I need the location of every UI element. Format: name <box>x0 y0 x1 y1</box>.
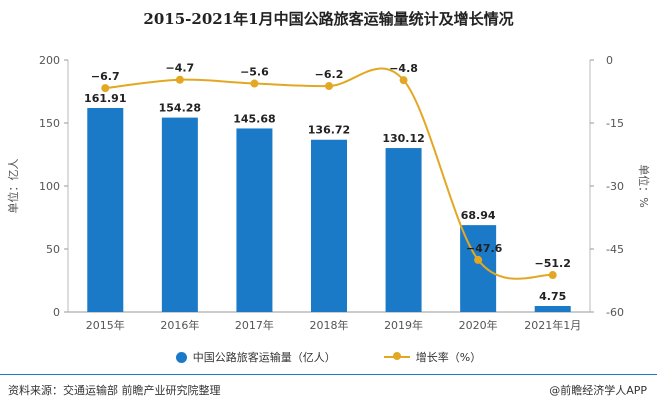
growth-value-label: −47.6 <box>466 242 503 255</box>
x-tick-label: 2015年 <box>86 318 125 332</box>
x-tick-label: 2017年 <box>235 318 274 332</box>
growth-value-label: −6.2 <box>315 68 344 81</box>
growth-point-4 <box>399 76 408 85</box>
growth-value-label: −5.6 <box>240 66 269 79</box>
bar-value-label: 136.72 <box>308 124 350 137</box>
legend-item-line: 增长率（%） <box>383 349 482 365</box>
bar-value-label: 130.12 <box>382 132 424 145</box>
legend-line-marker <box>383 352 410 360</box>
bar-2 <box>236 128 273 312</box>
y-tick-right-label: 0 <box>606 54 613 67</box>
legend-item-bar: 中国公路旅客运输量（亿人） <box>175 349 336 365</box>
growth-point-6 <box>548 271 557 280</box>
x-tick-label: 2020年 <box>459 318 498 332</box>
bar-6 <box>534 306 571 312</box>
y-tick-right-label: -15 <box>606 117 624 130</box>
x-tick-label: 2018年 <box>310 318 349 332</box>
y-tick-right-label: -45 <box>606 243 624 256</box>
bar-value-label: 145.68 <box>233 112 275 125</box>
legend-line-label: 增长率（%） <box>415 351 482 364</box>
footer-brand: @前瞻经济学人APP <box>549 382 647 398</box>
y-tick-left-label: 50 <box>46 243 60 256</box>
y-tick-right-label: -30 <box>606 180 624 193</box>
footer-divider <box>0 374 657 375</box>
growth-value-label: −4.8 <box>389 62 418 75</box>
y-axis-right-title: 单位：% <box>637 164 651 207</box>
growth-point-2 <box>250 79 259 88</box>
bar-4 <box>385 148 422 312</box>
bar-value-label: 4.75 <box>539 290 566 303</box>
x-tick-label: 2016年 <box>160 318 199 332</box>
growth-value-label: −4.7 <box>166 62 195 75</box>
legend-bar-marker <box>175 351 187 363</box>
growth-value-label: −6.7 <box>91 70 120 83</box>
y-tick-left-label: 0 <box>53 306 60 319</box>
bar-3 <box>311 139 347 312</box>
bar-value-label: 161.91 <box>84 92 126 105</box>
y-tick-right-label: -60 <box>606 306 624 319</box>
bar-value-label: 68.94 <box>461 209 496 222</box>
growth-point-1 <box>175 75 184 84</box>
y-tick-left-label: 150 <box>39 117 60 130</box>
growth-point-3 <box>325 82 333 91</box>
legend-bar-label: 中国公路旅客运输量（亿人） <box>192 351 336 364</box>
bar-value-label: 154.28 <box>159 102 201 115</box>
chart-legend: 中国公路旅客运输量（亿人） 增长率（%） <box>0 348 657 366</box>
y-tick-left-label: 200 <box>39 54 60 67</box>
growth-value-label: −51.2 <box>535 257 571 270</box>
y-axis-left-title: 单位：亿人 <box>6 159 20 214</box>
x-tick-label: 2019年 <box>384 318 423 332</box>
bar-1 <box>161 117 198 312</box>
chart-title: 2015-2021年1月中国公路旅客运输量统计及增长情况 <box>143 10 514 28</box>
footer-brand-text: @前瞻经济学人APP <box>549 384 647 397</box>
x-tick-label: 2021年1月 <box>524 318 581 332</box>
y-tick-left-label: 100 <box>39 180 60 193</box>
growth-point-0 <box>101 84 110 93</box>
chart-area: 0 50 100 150 200 -60 -45 -30 -15 0 单位：亿人 单位：% 2015年 2… <box>6 54 651 332</box>
footer-source: 资料来源：交通运输部 前瞻产业研究院整理 <box>8 384 221 397</box>
growth-point-5 <box>474 255 483 264</box>
bar-0 <box>87 107 124 312</box>
